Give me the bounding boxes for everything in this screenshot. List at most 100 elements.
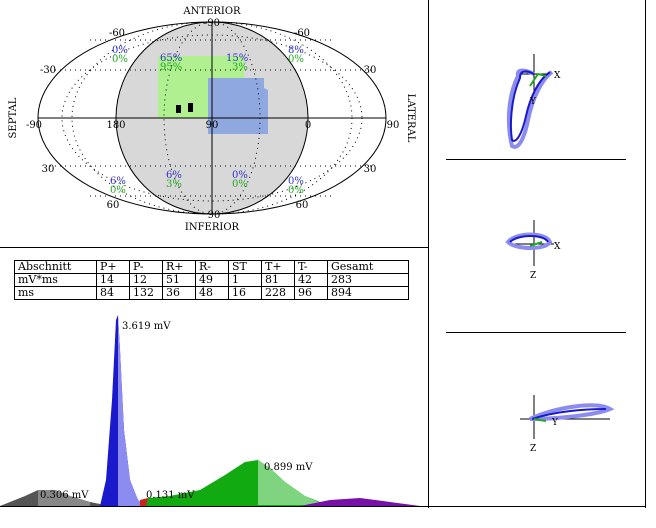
loop-trace-inner xyxy=(509,235,549,243)
summary-table: Abschnitt P+ P- R+ R- ST T+ T- Gesamt mV… xyxy=(14,260,409,300)
divider-right-2 xyxy=(446,332,626,333)
axis-label: Z xyxy=(530,271,536,281)
percent-label: 0% xyxy=(112,54,128,65)
tick-label: 90 xyxy=(387,120,400,131)
tick-label: -90 xyxy=(204,18,220,29)
loop-trace-inner xyxy=(509,70,551,142)
table-cell: 14 xyxy=(96,273,130,287)
axis-label: X xyxy=(554,242,561,252)
table-row: mV*ms 14 12 51 49 1 81 42 283 xyxy=(14,273,409,287)
percent-label: 0% xyxy=(288,54,304,65)
label-septal: SEPTAL xyxy=(8,97,19,138)
tick-label: -60 xyxy=(294,28,310,39)
axis-label: Z xyxy=(530,444,536,454)
tick-label: 30 xyxy=(364,164,377,175)
percent-label: 0% xyxy=(288,185,304,196)
percent-label: 8% xyxy=(288,45,304,56)
label-anterior: ANTERIOR xyxy=(182,6,241,17)
percent-label: 95% xyxy=(160,62,182,73)
label-lateral: LATERAL xyxy=(405,94,416,143)
loop-trace-green xyxy=(529,241,543,247)
table-header-cell: P+ xyxy=(96,260,130,274)
axis-label: Y xyxy=(529,97,537,107)
waveform-chart: 3.619 mV 0.306 mV 0.131 mV 0.899 mV xyxy=(0,315,420,506)
table-header-cell: T+ xyxy=(261,260,295,274)
marker-1 xyxy=(176,105,181,113)
loop-panel-yz: Y Z xyxy=(520,395,615,454)
loop-trace xyxy=(505,232,553,250)
segment-u xyxy=(300,498,420,506)
percent-label: 65% xyxy=(160,53,182,64)
percent-label: 3% xyxy=(166,179,182,190)
percent-label: 0% xyxy=(288,176,304,187)
tick-label: -60 xyxy=(109,28,125,39)
peak-annotation: 0.899 mV xyxy=(264,462,313,473)
marker-2 xyxy=(188,103,193,112)
table-cell: ms xyxy=(14,286,97,300)
percent-label: 15% xyxy=(226,53,248,64)
tick-label: 90 xyxy=(208,210,221,221)
table-cell: 84 xyxy=(96,286,130,300)
segment-t-light xyxy=(258,460,325,505)
loop-trace-inner xyxy=(531,408,607,420)
label-inferior: INFERIOR xyxy=(185,222,240,233)
percent-label: 0% xyxy=(232,170,248,181)
divider-vertical xyxy=(428,0,429,508)
green-region xyxy=(158,56,208,118)
peak-annotation: 3.619 mV xyxy=(122,321,171,332)
table-cell: 16 xyxy=(228,286,262,300)
percent-label: 0% xyxy=(112,45,128,56)
loop-trace-green xyxy=(533,418,547,422)
axis-label: X xyxy=(554,71,561,81)
peak-annotation: 0.131 mV xyxy=(146,490,195,501)
percent-label: 6% xyxy=(166,170,182,181)
table-row: ms 84 132 36 48 16 228 96 894 xyxy=(14,286,409,300)
loop-panel-xy: X Y xyxy=(506,54,561,149)
table-header-cell: Gesamt xyxy=(327,260,409,274)
table-header-cell: T- xyxy=(294,260,328,274)
tick-label: 60 xyxy=(296,200,309,211)
loop-trace-green xyxy=(529,72,547,87)
green-region-2 xyxy=(208,56,244,78)
table-cell: 12 xyxy=(129,273,163,287)
right-border xyxy=(645,0,646,508)
blue-region xyxy=(208,78,268,134)
table-cell: 894 xyxy=(327,286,409,300)
tick-label: 0 xyxy=(305,120,311,131)
percent-label: 6% xyxy=(110,176,126,187)
percent-label: 3% xyxy=(232,62,248,73)
table-cell: 132 xyxy=(129,286,163,300)
table-cell: 48 xyxy=(195,286,229,300)
percent-label: 0% xyxy=(232,179,248,190)
tick-label: 30 xyxy=(364,65,377,76)
tick-label: 30 xyxy=(42,164,55,175)
table-cell: 228 xyxy=(261,286,295,300)
table-header-cell: Abschnitt xyxy=(14,260,97,274)
table-cell: 51 xyxy=(162,273,196,287)
tick-label: -30 xyxy=(40,65,56,76)
segment-r-light xyxy=(118,315,145,506)
table-header-cell: ST xyxy=(228,260,262,274)
loop-trace xyxy=(529,403,615,421)
table-cell: 1 xyxy=(228,273,262,287)
segment-p-light xyxy=(38,490,90,506)
table-cell: mV*ms xyxy=(14,273,97,287)
table-header-cell: R+ xyxy=(162,260,196,274)
tick-label: 90 xyxy=(206,120,219,131)
peak-annotation: 0.306 mV xyxy=(40,490,89,501)
table-cell: 96 xyxy=(294,286,328,300)
tick-label: -90 xyxy=(26,120,42,131)
tick-label: 180 xyxy=(106,120,125,131)
table-cell: 49 xyxy=(195,273,229,287)
table-cell: 81 xyxy=(261,273,295,287)
table-cell: 42 xyxy=(294,273,328,287)
tick-label: 60 xyxy=(107,200,120,211)
divider-horizontal-left xyxy=(0,247,428,248)
axis-label: Y xyxy=(551,418,559,428)
projection-map: ANTERIOR INFERIOR SEPTAL LATERAL -90 -60… xyxy=(8,6,416,233)
table-cell: 283 xyxy=(327,273,409,287)
loop-panel-xz: X Z xyxy=(505,220,561,281)
divider-right-1 xyxy=(446,159,626,160)
table-header-row: Abschnitt P+ P- R+ R- ST T+ T- Gesamt xyxy=(14,260,409,274)
table-header-cell: P- xyxy=(129,260,163,274)
